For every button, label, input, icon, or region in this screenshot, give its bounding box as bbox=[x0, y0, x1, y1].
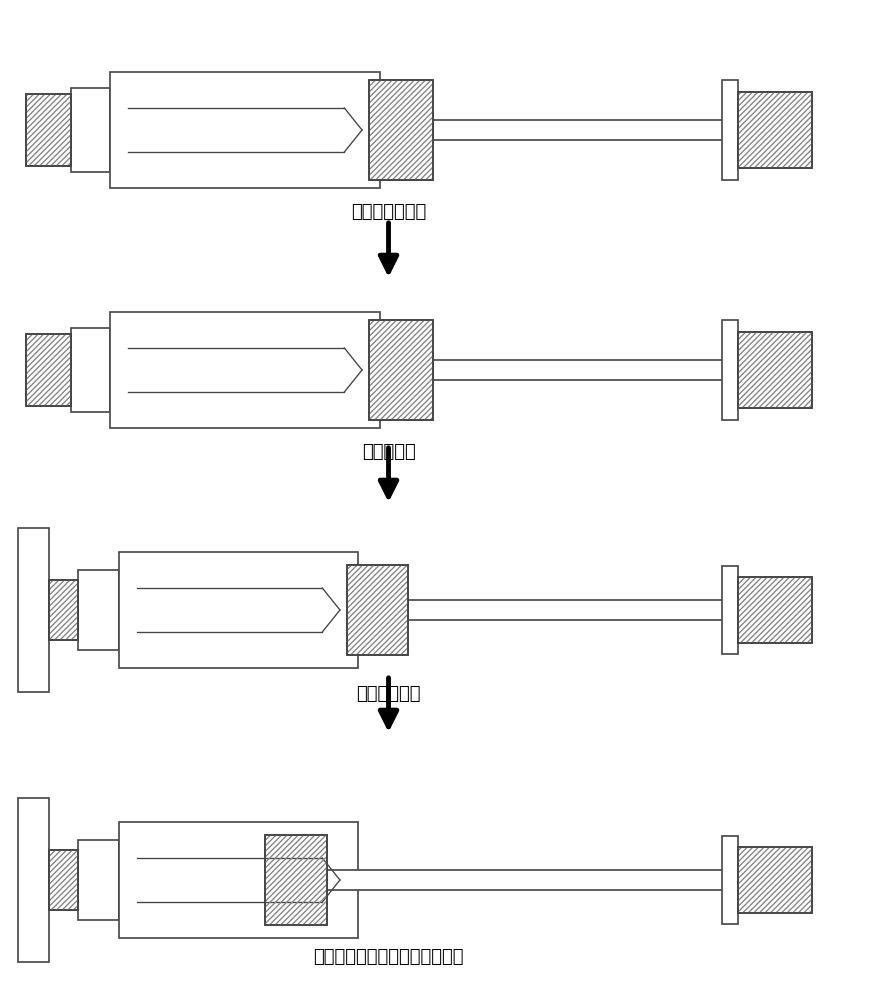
Bar bbox=[71, 328, 110, 412]
Bar bbox=[738, 847, 812, 913]
Bar bbox=[78, 570, 119, 650]
Bar bbox=[327, 870, 724, 890]
Bar bbox=[26, 334, 71, 406]
Bar bbox=[738, 92, 812, 168]
Bar bbox=[265, 835, 327, 925]
Bar bbox=[738, 92, 812, 168]
Bar bbox=[49, 850, 78, 910]
Bar bbox=[738, 847, 812, 913]
Bar bbox=[738, 92, 812, 168]
Bar bbox=[408, 600, 724, 620]
Bar bbox=[26, 334, 71, 406]
Bar bbox=[347, 565, 408, 655]
Bar bbox=[18, 798, 49, 962]
Bar bbox=[265, 835, 327, 925]
Text: 安装带孔工件: 安装带孔工件 bbox=[356, 685, 421, 703]
Bar bbox=[347, 565, 408, 655]
Bar bbox=[738, 332, 812, 408]
Bar bbox=[722, 566, 738, 654]
Bar bbox=[119, 822, 358, 938]
Bar bbox=[369, 320, 433, 420]
Bar bbox=[119, 552, 358, 668]
Bar bbox=[49, 580, 78, 640]
Bar bbox=[738, 332, 812, 408]
Text: 芯棒拉出多开缝衬套，完成挤压: 芯棒拉出多开缝衬套，完成挤压 bbox=[313, 948, 464, 966]
Bar bbox=[738, 577, 812, 643]
Bar bbox=[369, 320, 433, 420]
Bar bbox=[369, 320, 433, 420]
Bar bbox=[369, 80, 433, 180]
Text: 安装多开缝衬套: 安装多开缝衬套 bbox=[351, 203, 426, 221]
Bar bbox=[738, 332, 812, 408]
Bar bbox=[26, 94, 71, 166]
Bar bbox=[26, 94, 71, 166]
Bar bbox=[347, 565, 408, 655]
Bar bbox=[78, 840, 119, 920]
Bar bbox=[110, 72, 380, 188]
Bar bbox=[722, 320, 738, 420]
Bar bbox=[49, 850, 78, 910]
Bar bbox=[369, 80, 433, 180]
Bar bbox=[71, 88, 110, 172]
Bar bbox=[722, 836, 738, 924]
Bar bbox=[110, 312, 380, 428]
Bar bbox=[49, 850, 78, 910]
Bar bbox=[18, 528, 49, 692]
Text: 安装辅助板: 安装辅助板 bbox=[362, 443, 415, 461]
Bar bbox=[722, 80, 738, 180]
Bar bbox=[738, 577, 812, 643]
Bar bbox=[369, 80, 433, 180]
Bar bbox=[49, 580, 78, 640]
Bar bbox=[738, 577, 812, 643]
Bar bbox=[265, 835, 327, 925]
Bar bbox=[26, 334, 71, 406]
Bar bbox=[738, 847, 812, 913]
Bar bbox=[26, 94, 71, 166]
Bar bbox=[49, 580, 78, 640]
Bar bbox=[433, 360, 724, 380]
Bar bbox=[433, 120, 724, 140]
